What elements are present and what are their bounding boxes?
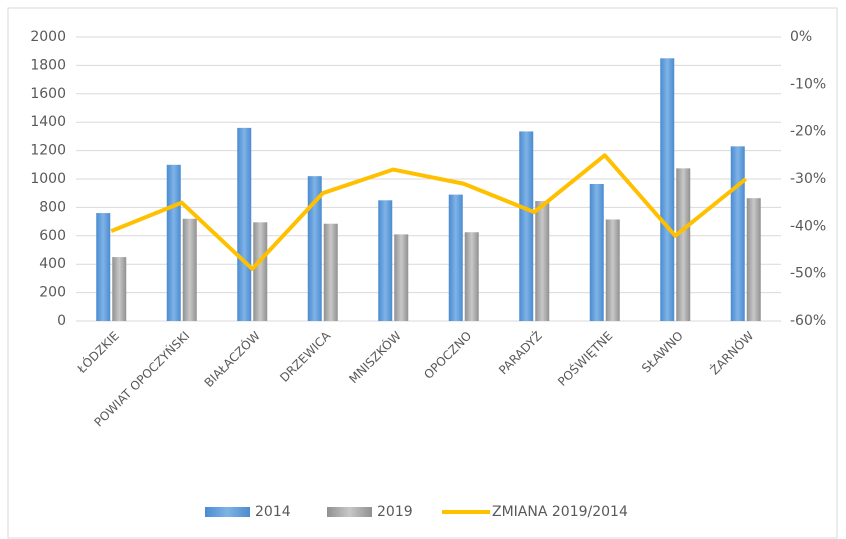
y2-tick-label: 0% bbox=[790, 29, 812, 45]
bar bbox=[394, 234, 409, 321]
y-tick-label: 2000 bbox=[30, 29, 66, 45]
bar bbox=[166, 164, 181, 321]
chart-frame bbox=[7, 7, 838, 539]
bar bbox=[676, 168, 691, 321]
bar bbox=[519, 131, 534, 321]
y-tick-label: 800 bbox=[39, 199, 66, 215]
bar bbox=[378, 200, 393, 321]
x-tick-label: MNISZKÓW bbox=[346, 328, 404, 386]
x-tick-label: POŚWIĘTNE bbox=[554, 328, 615, 389]
y2-tick-label: -30% bbox=[790, 171, 826, 187]
y-tick-label: 1600 bbox=[30, 86, 66, 102]
y-tick-label: 400 bbox=[39, 256, 66, 272]
y2-tick-label: -50% bbox=[790, 266, 826, 282]
bar bbox=[112, 257, 127, 321]
bar bbox=[307, 176, 322, 321]
x-tick-label: BIAŁACZÓW bbox=[201, 328, 263, 390]
x-tick-label: PARADYŻ bbox=[495, 328, 544, 377]
legend-swatch bbox=[327, 507, 372, 517]
bar bbox=[237, 127, 252, 321]
y2-tick-label: -40% bbox=[790, 218, 826, 234]
x-tick-label: DRZEWICA bbox=[277, 328, 334, 385]
bar bbox=[96, 213, 111, 321]
y2-tick-label: -60% bbox=[790, 313, 826, 329]
legend-label: 2014 bbox=[255, 504, 291, 520]
legend-swatch bbox=[205, 507, 250, 517]
line bbox=[110, 153, 748, 271]
bar bbox=[448, 194, 463, 321]
bar bbox=[253, 222, 268, 321]
bar bbox=[605, 219, 620, 321]
y-tick-label: 1200 bbox=[30, 143, 66, 159]
y-tick-label: 1000 bbox=[30, 171, 66, 187]
bar bbox=[746, 198, 761, 321]
y-tick-label: 1800 bbox=[30, 57, 66, 73]
bar bbox=[464, 232, 479, 321]
x-tick-label: OPOCZNO bbox=[421, 329, 474, 382]
bar bbox=[535, 201, 550, 321]
bar bbox=[589, 183, 604, 321]
y-tick-label: 600 bbox=[39, 228, 66, 244]
bar bbox=[182, 218, 197, 321]
legend-label: ZMIANA 2019/2014 bbox=[492, 504, 628, 520]
y2-tick-label: -10% bbox=[790, 76, 826, 92]
y-tick-label: 1400 bbox=[30, 114, 66, 130]
bar bbox=[323, 223, 338, 321]
y-tick-label: 0 bbox=[57, 313, 66, 329]
y-tick-label: 200 bbox=[39, 285, 66, 301]
x-tick-label: SŁAWNO bbox=[639, 329, 686, 376]
y2-tick-label: -20% bbox=[790, 124, 826, 140]
x-tick-label: ŁÓDZKIE bbox=[73, 328, 122, 377]
bar bbox=[730, 146, 745, 321]
bar bbox=[660, 58, 675, 322]
legend-label: 2019 bbox=[377, 504, 413, 520]
x-tick-label: ŻARNÓW bbox=[707, 328, 757, 378]
